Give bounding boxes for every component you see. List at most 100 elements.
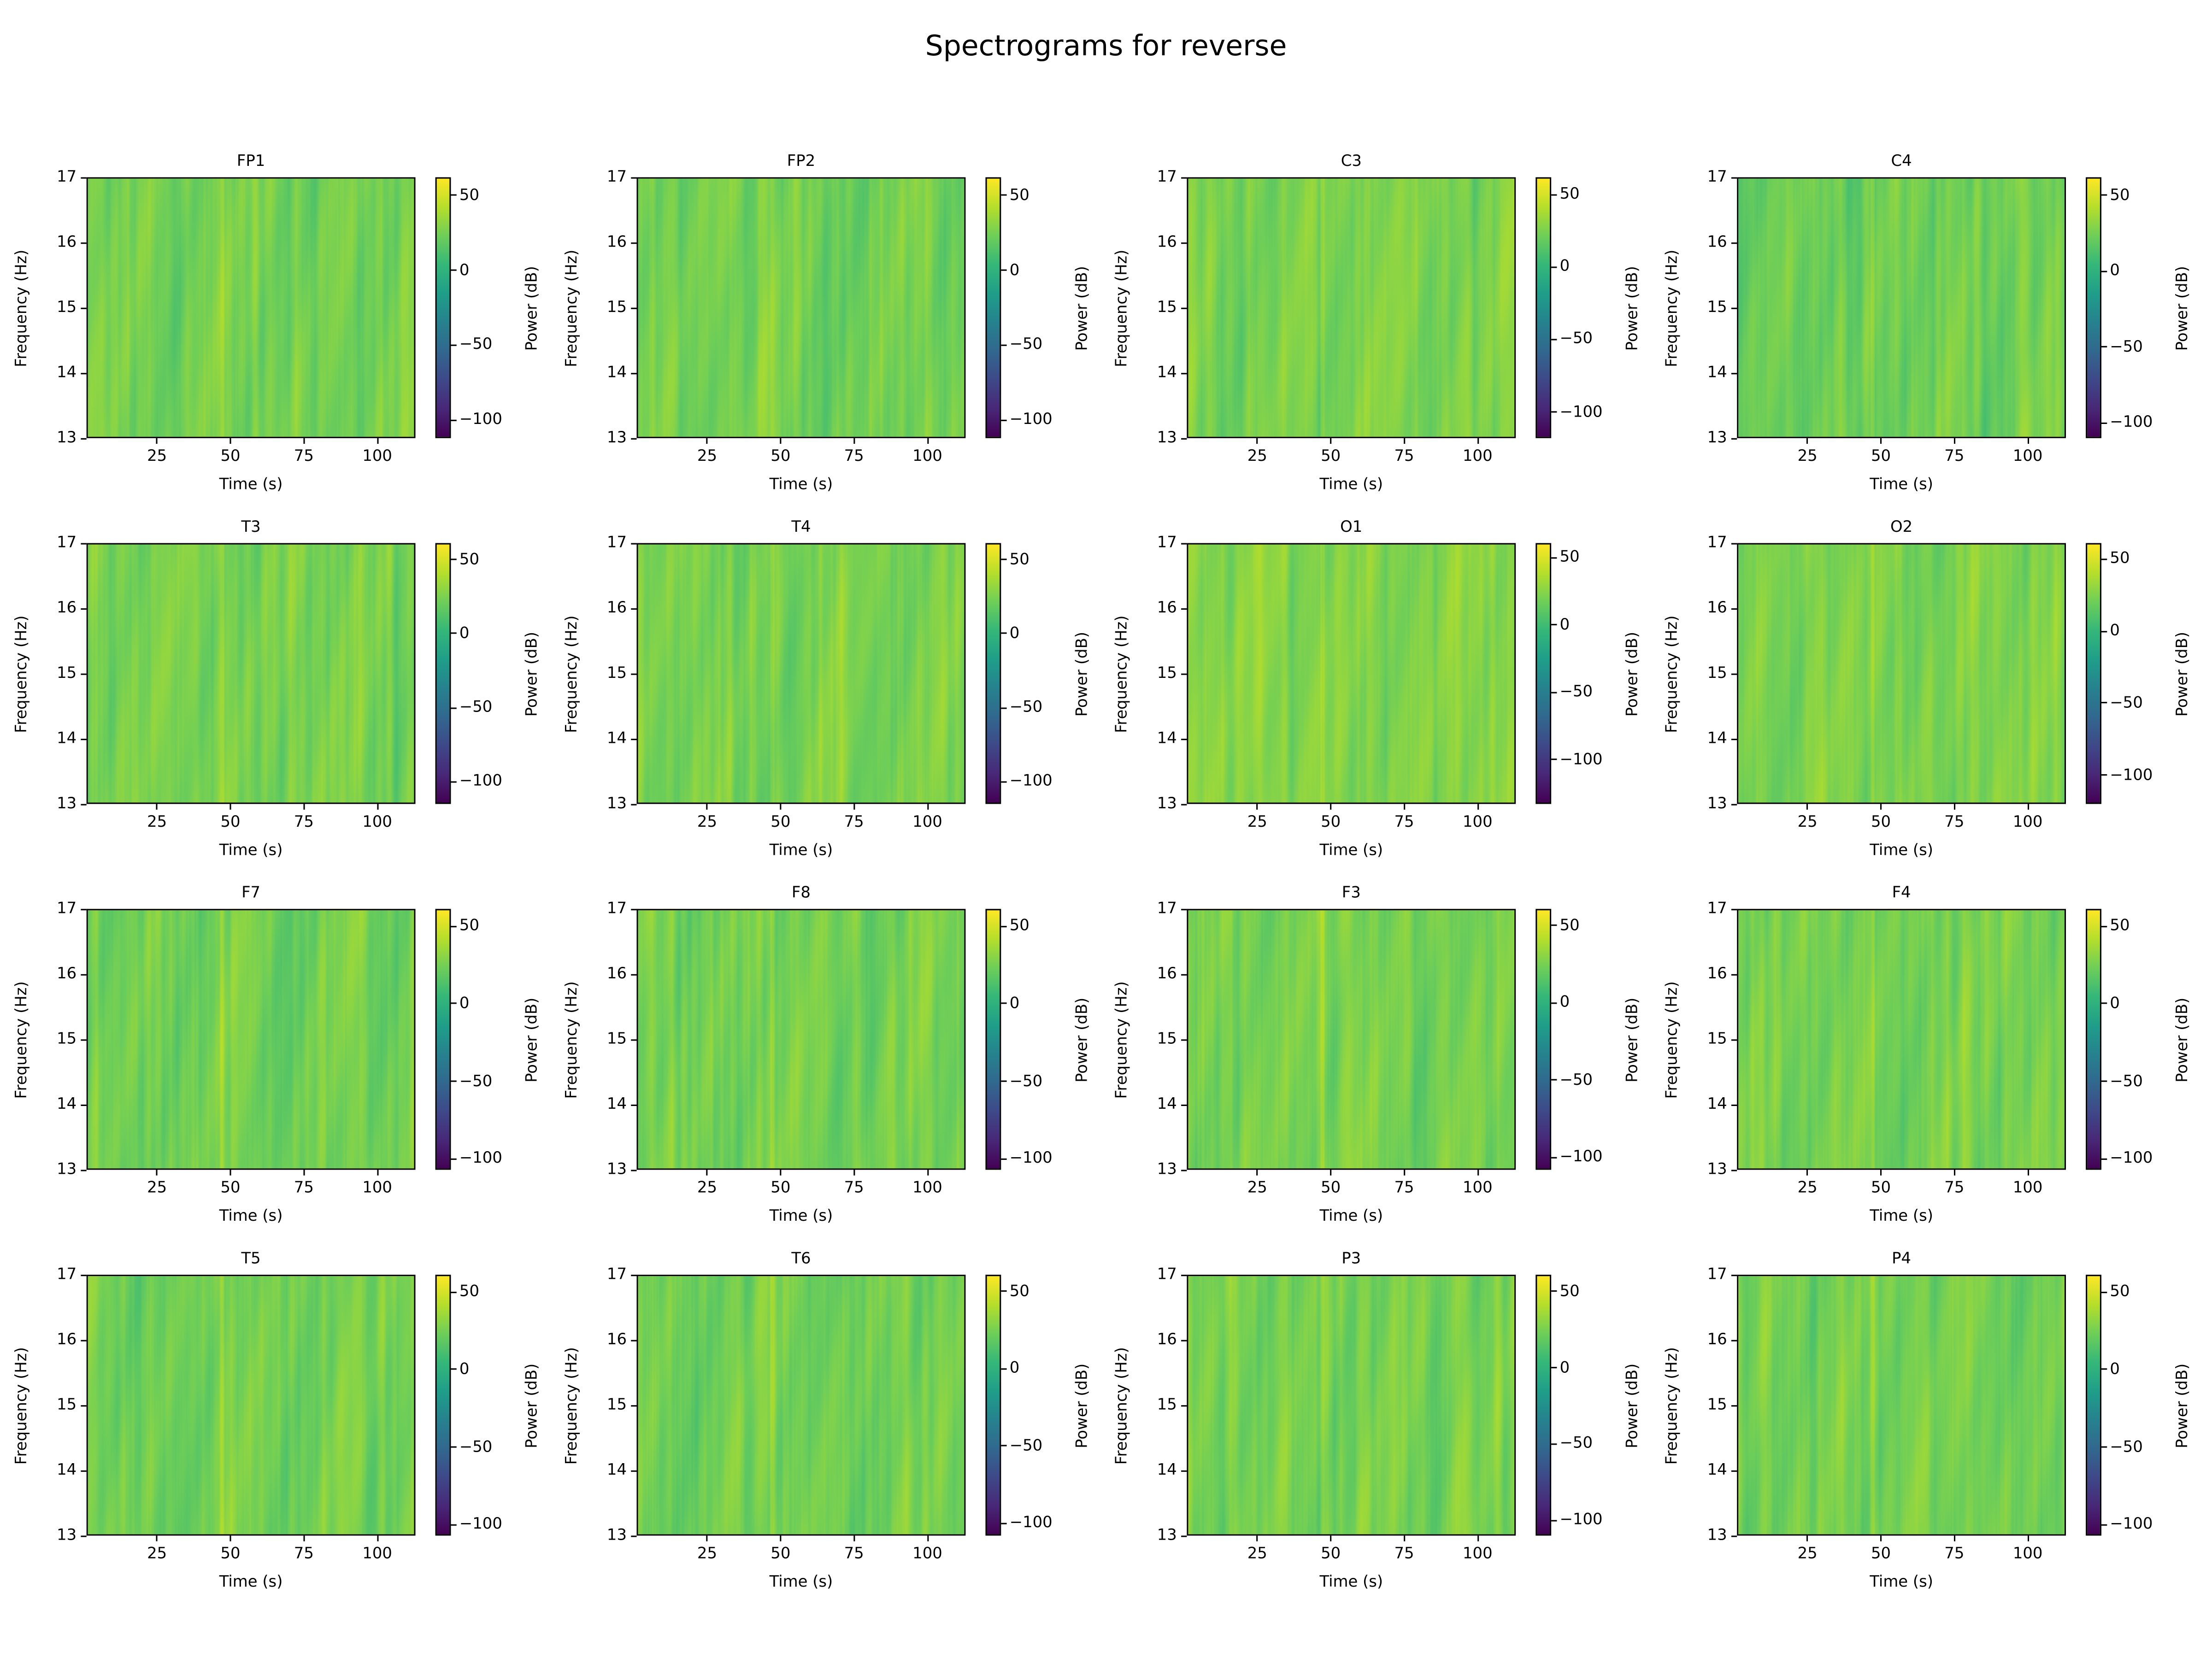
colorbar-tick-mark [1001,1003,1007,1005]
y-tick-mark [1731,973,1737,975]
y-tick-mark [81,607,87,609]
colorbar-tick-label: 0 [2110,261,2120,280]
x-tick-label: 25 [147,1544,167,1563]
y-tick-label: 13 [57,428,77,447]
colorbar-tick-label: −100 [1559,1147,1603,1166]
colorbar-tick-label: −50 [1009,1071,1043,1090]
y-tick-mark [631,1038,637,1040]
colorbar [435,543,451,804]
colorbar-tick-mark [1001,559,1007,560]
y-tick-label: 15 [606,663,627,682]
x-tick-label: 25 [1797,1544,1818,1563]
colorbar-tick-label: 0 [459,994,470,1012]
y-tick-label: 14 [606,363,627,382]
y-axis-label: Frequency (Hz) [12,1347,31,1465]
x-axis-label: Time (s) [1870,1572,1933,1591]
colorbar-tick-label: 50 [459,1282,479,1300]
x-tick-label: 100 [2012,1178,2043,1197]
x-tick-label: 100 [912,1544,942,1563]
x-tick-label: 100 [362,1178,392,1197]
y-tick-mark [1731,1104,1737,1106]
colorbar-tick-label: −50 [2110,693,2143,712]
y-tick-mark [1181,542,1187,544]
y-tick-label: 13 [1707,1159,1727,1178]
x-tick-label: 75 [1394,1178,1414,1197]
x-tick-label: 50 [220,1178,241,1197]
spectrogram-axes [86,543,416,804]
colorbar-tick-label: −100 [1009,771,1053,790]
panel-title: F3 [1341,883,1361,902]
colorbar-tick-label: −50 [459,1071,493,1090]
colorbar-tick-label: −50 [1559,329,1593,348]
x-tick-mark [780,438,782,444]
colorbar [1535,543,1552,804]
x-tick-label: 25 [697,1178,717,1197]
y-tick-mark [1181,1274,1187,1276]
spectrogram-axes [1737,909,2066,1170]
y-tick-label: 13 [606,428,627,447]
x-tick-label: 50 [771,447,791,465]
colorbar-tick-mark [451,1446,457,1448]
y-tick-mark [1181,908,1187,910]
colorbar-label: Power (dB) [522,997,541,1083]
x-tick-label: 75 [1944,447,1965,465]
colorbar [435,909,451,1170]
colorbar-label: Power (dB) [2173,997,2192,1083]
y-tick-mark [631,1104,637,1106]
x-tick-label: 25 [697,812,717,831]
x-tick-label: 75 [1394,447,1414,465]
x-axis-label: Time (s) [219,475,283,494]
colorbar-tick-mark [1001,269,1007,271]
spectrogram-image [88,910,414,1169]
colorbar-tick-mark [2101,1446,2107,1448]
x-tick-label: 50 [1321,1544,1341,1563]
colorbar-tick-label: 50 [1009,1282,1030,1300]
y-tick-mark [631,607,637,609]
y-tick-mark [631,973,637,975]
colorbar-tick-mark [1551,266,1557,268]
x-tick-mark [780,1535,782,1541]
x-tick-mark [2027,438,2029,444]
x-tick-label: 50 [220,1544,241,1563]
colorbar-tick-mark [451,925,457,927]
y-tick-label: 15 [1157,663,1177,682]
spectrogram-image [638,910,965,1169]
x-tick-label: 75 [294,447,314,465]
colorbar-tick-label: −100 [2110,1515,2153,1534]
y-tick-mark [1731,1470,1737,1471]
spectrogram-panel: T6 25 50 75 100 13 14 15 16 17 Time (s) Frequency (… [550,1249,1103,1641]
y-tick-label: 17 [1157,1265,1177,1283]
y-axis-label: Frequency (Hz) [1662,1347,1681,1465]
spectrogram-axes [86,1275,416,1536]
y-tick-label: 16 [606,1330,627,1349]
colorbar-tick-label: −50 [2110,1437,2143,1456]
colorbar-tick-label: −100 [1009,1149,1053,1168]
y-tick-label: 16 [1157,964,1177,983]
colorbar-tick-mark [1551,411,1557,413]
x-axis-label: Time (s) [219,1572,283,1591]
x-tick-mark [303,1170,305,1176]
spectrogram-axes [1187,177,1516,438]
colorbar-tick-label: −100 [1009,410,1053,429]
colorbar-tick-label: 0 [2110,994,2120,1012]
y-tick-label: 13 [1157,428,1177,447]
x-axis-label: Time (s) [1870,475,1933,494]
colorbar-tick-mark [1551,339,1557,341]
x-tick-mark [156,804,158,810]
colorbar-tick-mark [1001,1158,1007,1160]
y-tick-mark [81,542,87,544]
y-tick-mark [631,738,637,740]
y-tick-label: 17 [1157,899,1177,918]
x-tick-mark [1880,438,1882,444]
x-tick-mark [1806,1170,1808,1176]
y-tick-label: 16 [1707,1330,1727,1349]
colorbar-tick-label: −50 [2110,337,2143,356]
spectrogram-image [1738,544,2065,803]
y-tick-mark [1731,908,1737,910]
y-tick-mark [1731,241,1737,243]
colorbar-tick-label: −50 [1009,1436,1043,1455]
colorbar-tick-mark [451,269,457,271]
y-tick-mark [81,1104,87,1106]
y-tick-label: 14 [1157,729,1177,747]
y-axis-label: Frequency (Hz) [12,249,31,367]
